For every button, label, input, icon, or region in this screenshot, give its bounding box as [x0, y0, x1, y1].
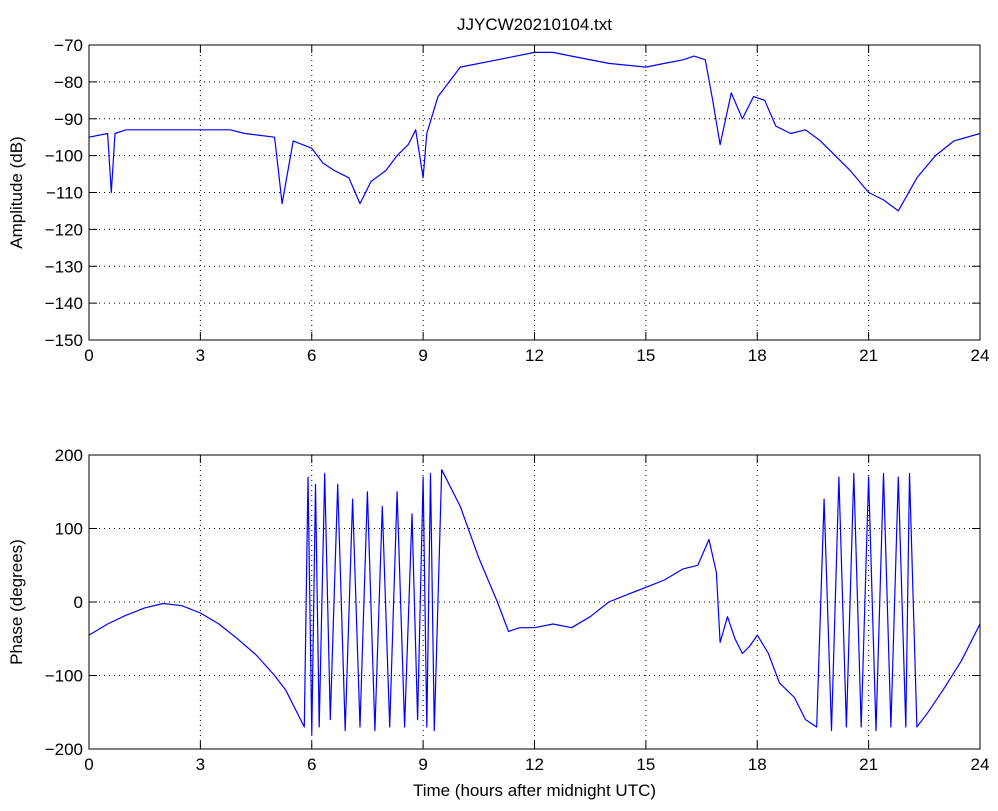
x-tick-label: 18	[748, 346, 767, 365]
y-tick-label: −70	[54, 36, 83, 55]
y-tick-label: −100	[45, 147, 83, 166]
x-tick-label: 6	[307, 755, 316, 774]
x-tick-label: 12	[525, 346, 544, 365]
y-tick-label: −100	[45, 667, 83, 686]
x-tick-label: 0	[84, 755, 93, 774]
y-axis-label: Phase (degrees)	[7, 539, 26, 665]
y-tick-label: 0	[74, 593, 83, 612]
series-line	[88, 469, 981, 735]
y-tick-label: −110	[46, 184, 83, 203]
x-tick-label: 3	[196, 346, 205, 365]
x-tick-label: 9	[418, 346, 427, 365]
x-tick-label: 15	[636, 755, 655, 774]
x-tick-label: 24	[971, 755, 990, 774]
amplitude-plot: 0 3 6 9 12 15 18 21 24 −150 −140 −130 −120 −110 −100 −9…	[7, 15, 989, 365]
y-tick-label: 200	[55, 446, 83, 465]
y-tick-label: −200	[45, 740, 83, 759]
x-tick-label: 0	[84, 346, 93, 365]
x-axis-label: Time (hours after midnight UTC)	[413, 781, 656, 800]
x-tick-label: 9	[418, 755, 427, 774]
x-tick-label: 12	[525, 755, 544, 774]
y-tick-label: −140	[45, 294, 83, 313]
x-tick-label: 21	[859, 755, 878, 774]
x-tick-label: 18	[748, 755, 767, 774]
y-tick-label: −150	[45, 331, 83, 350]
y-tick-label: −80	[54, 73, 83, 92]
y-tick-label: 100	[55, 520, 83, 539]
chart-title: JJYCW20210104.txt	[457, 15, 612, 34]
phase-plot: 0 3 6 9 12 15 18 21 24 −200 −100 0 100 200 Time (hours…	[7, 446, 989, 800]
y-tick-label: −90	[54, 110, 83, 129]
y-axis-label: Amplitude (dB)	[7, 136, 26, 248]
y-tick-label: −120	[45, 220, 83, 239]
x-tick-label: 3	[196, 755, 205, 774]
x-tick-label: 6	[307, 346, 316, 365]
y-tick-label: −130	[45, 257, 83, 276]
x-tick-label: 15	[636, 346, 655, 365]
x-tick-label: 21	[859, 346, 878, 365]
x-tick-label: 24	[971, 346, 990, 365]
